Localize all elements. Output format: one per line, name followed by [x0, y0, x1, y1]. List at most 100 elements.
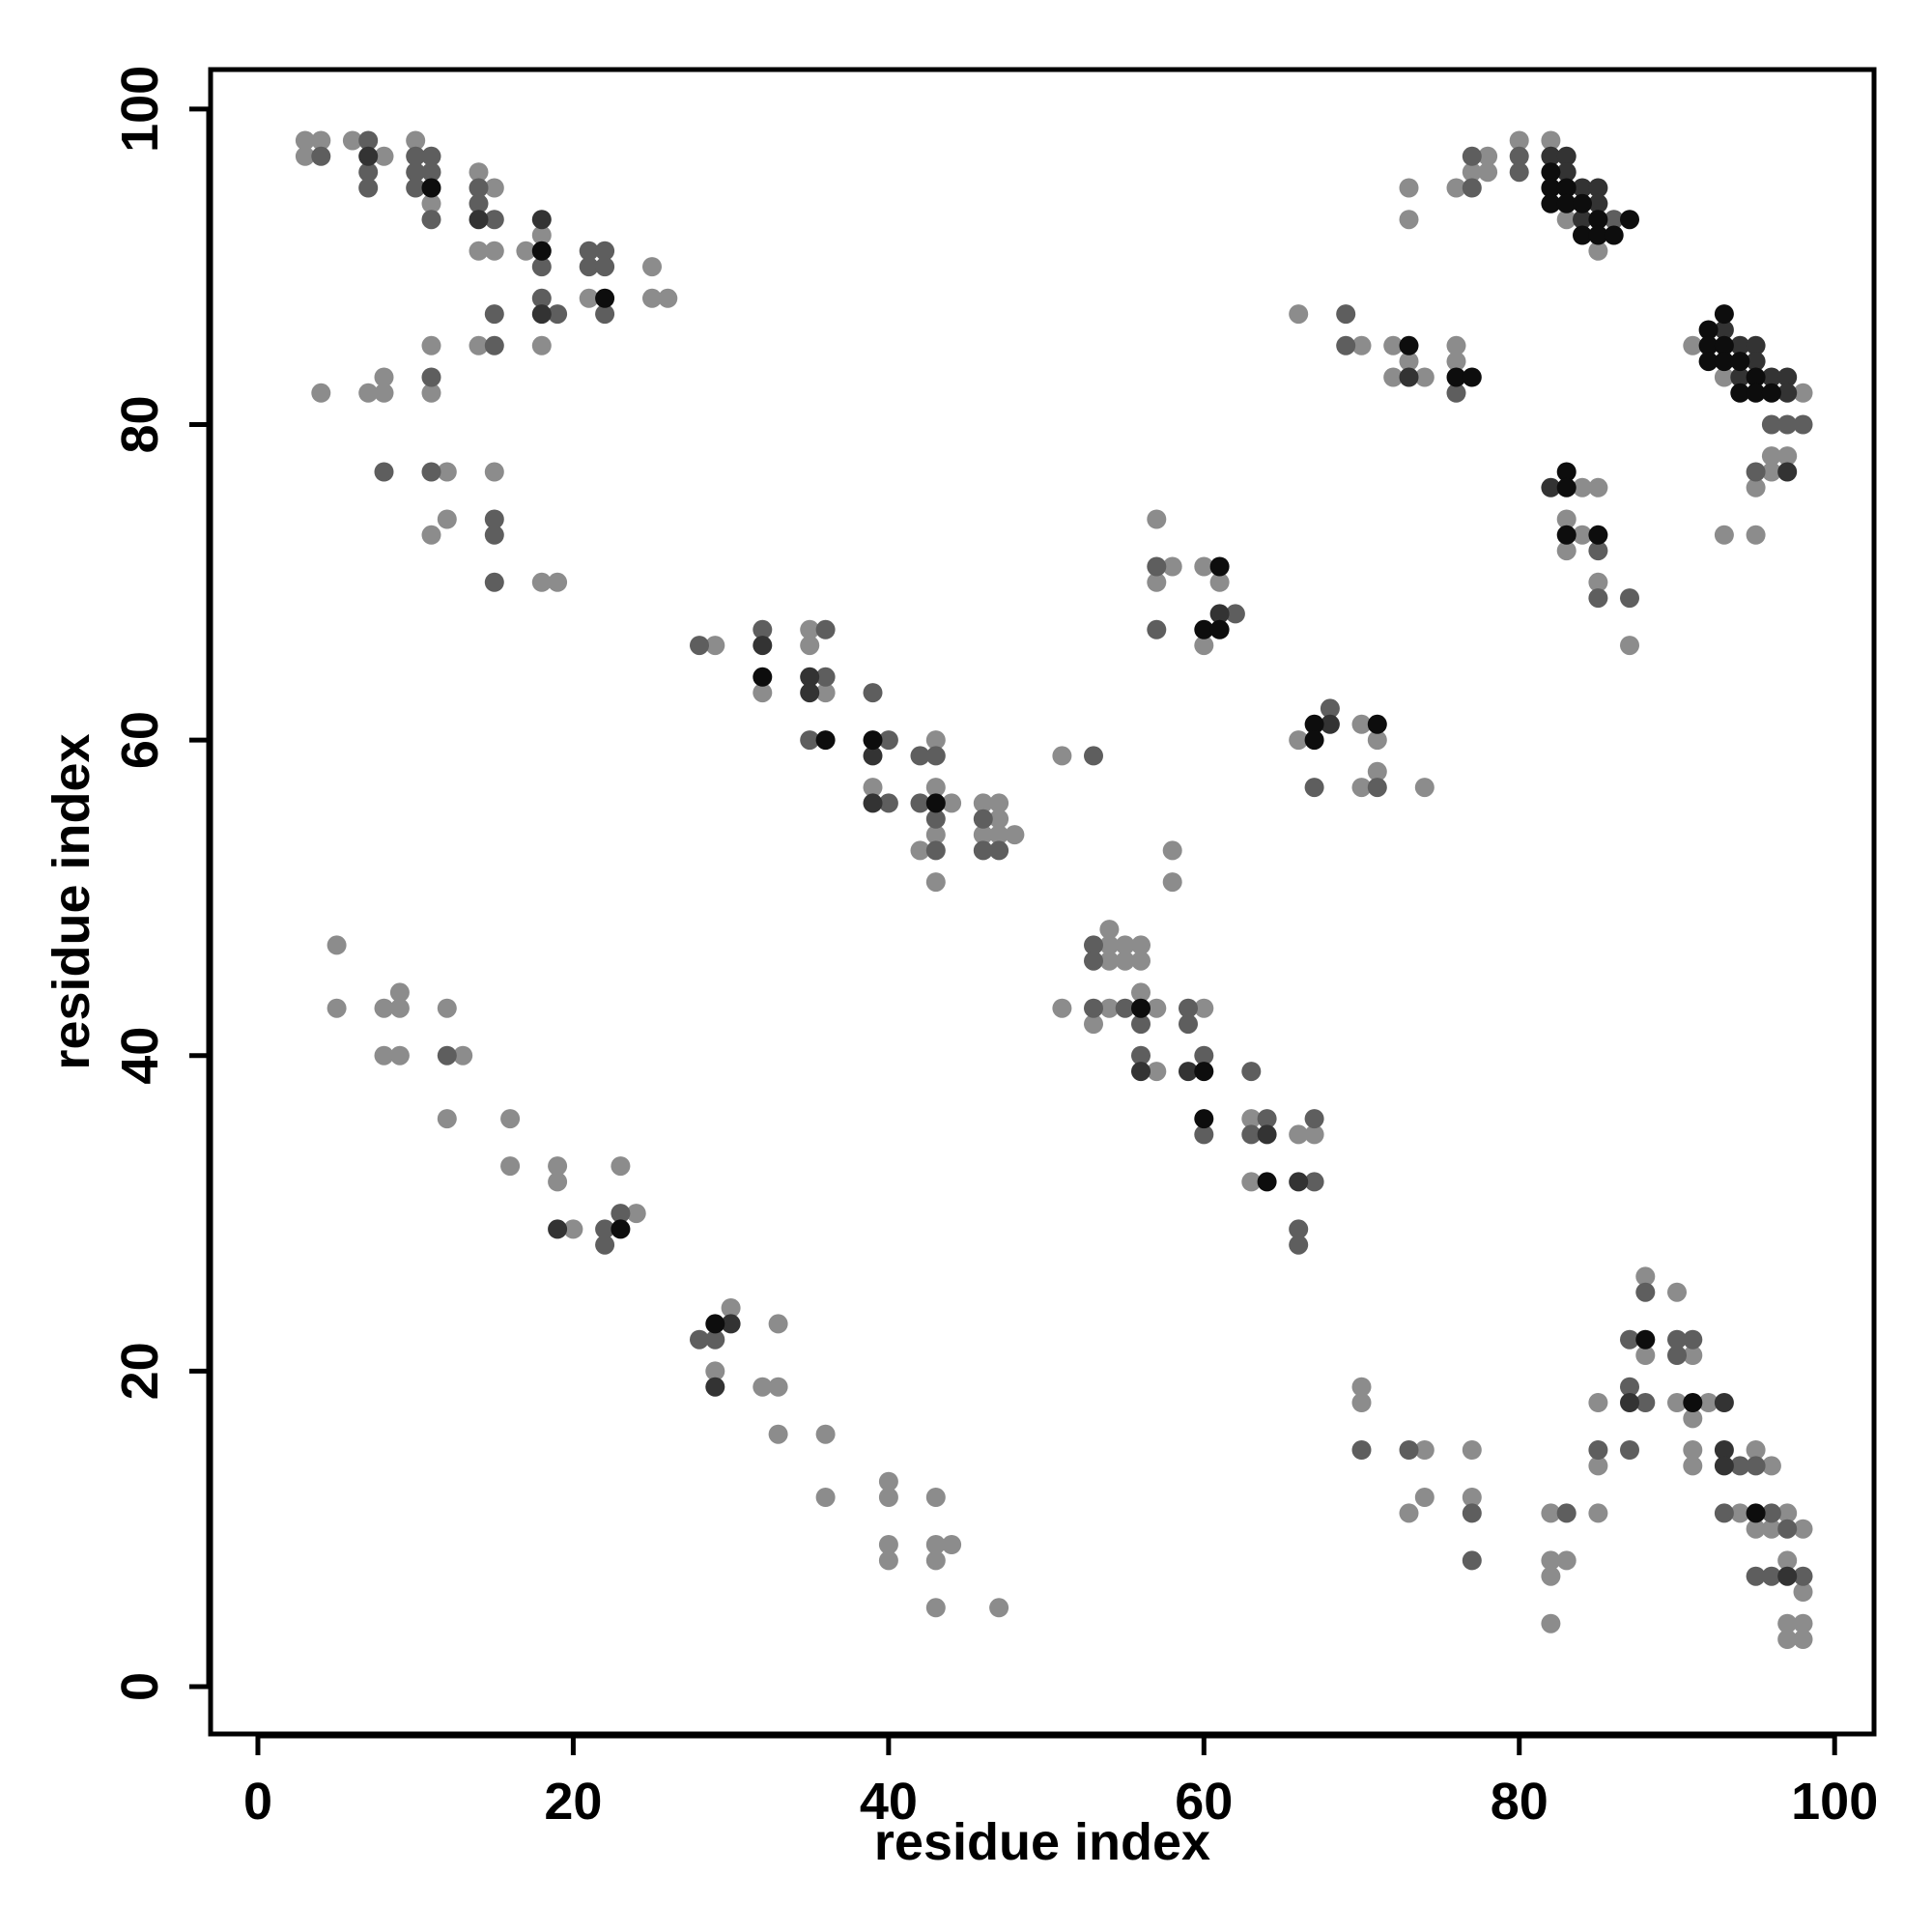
data-point: [705, 1361, 725, 1381]
data-point: [1099, 951, 1120, 971]
data-point: [548, 1219, 568, 1239]
data-point: [925, 1550, 946, 1571]
data-point: [705, 1377, 725, 1397]
data-point: [925, 730, 946, 751]
data-point: [1698, 352, 1719, 372]
data-point: [531, 210, 552, 230]
data-point: [421, 462, 441, 482]
data-point: [469, 162, 489, 183]
data-point: [1761, 1519, 1781, 1539]
data-point: [800, 619, 820, 639]
data-point: [1099, 920, 1120, 940]
data-point: [973, 840, 993, 861]
data-point: [1683, 335, 1703, 355]
data-point: [1698, 1393, 1719, 1412]
data-point: [1194, 1062, 1214, 1082]
data-point: [1414, 367, 1435, 387]
data-point: [1761, 367, 1781, 387]
data-point: [1746, 383, 1766, 403]
data-point: [1714, 335, 1734, 355]
data-point: [1005, 825, 1025, 845]
data-point: [1761, 1503, 1781, 1523]
data-point: [500, 1109, 521, 1129]
data-point: [484, 462, 504, 482]
data-point: [753, 619, 773, 639]
data-point: [1099, 935, 1120, 955]
data-point: [768, 1377, 788, 1397]
data-point: [1084, 746, 1103, 766]
data-point: [1131, 982, 1151, 1003]
data-point: [358, 130, 379, 151]
data-point: [1761, 414, 1781, 435]
data-point: [1147, 556, 1167, 577]
data-point: [1777, 1550, 1798, 1571]
data-point: [1714, 1503, 1734, 1523]
data-point: [705, 636, 725, 656]
data-point: [1289, 304, 1309, 325]
data-point: [1289, 1235, 1309, 1255]
data-point: [437, 462, 457, 482]
data-point: [1761, 383, 1781, 403]
data-point: [626, 1204, 646, 1224]
data-point: [421, 335, 441, 355]
data-point: [1556, 462, 1577, 482]
data-point: [1777, 1630, 1798, 1649]
data-point: [815, 619, 836, 639]
data-point: [721, 1298, 741, 1318]
data-point: [1683, 1393, 1703, 1412]
data-point: [1746, 1456, 1766, 1476]
data-point: [406, 146, 426, 166]
data-point: [1209, 556, 1230, 577]
data-point: [1683, 1440, 1703, 1460]
data-point: [1115, 998, 1135, 1018]
data-point: [1115, 935, 1135, 955]
data-point: [421, 178, 441, 198]
points-layer: [295, 130, 1813, 1649]
data-point: [1320, 698, 1340, 719]
data-point: [327, 935, 347, 955]
data-point: [878, 730, 898, 751]
y-tick-label: 60: [111, 711, 169, 769]
data-point: [800, 667, 820, 687]
data-point: [1556, 541, 1577, 561]
data-point: [1541, 1566, 1561, 1586]
data-point: [1162, 556, 1182, 577]
data-point: [925, 840, 946, 861]
data-point: [1730, 335, 1750, 355]
data-point: [406, 130, 426, 151]
data-point: [1761, 446, 1781, 467]
data-point: [1620, 1393, 1639, 1412]
data-point: [1714, 1440, 1734, 1460]
data-point: [989, 809, 1009, 829]
data-point: [878, 1471, 898, 1492]
data-point: [863, 730, 883, 751]
data-point: [484, 525, 504, 545]
data-point: [1194, 636, 1214, 656]
data-point: [1351, 1393, 1372, 1412]
data-point: [1320, 714, 1340, 734]
data-point: [1257, 1172, 1277, 1192]
data-point: [1462, 367, 1482, 387]
data-point: [611, 1204, 631, 1224]
data-point: [1399, 210, 1419, 230]
data-point: [595, 304, 615, 325]
data-point: [1462, 1440, 1482, 1460]
y-axis-title: residue index: [43, 733, 100, 1069]
data-point: [690, 1329, 709, 1350]
data-point: [484, 509, 504, 529]
data-point: [1367, 761, 1387, 781]
data-point: [1351, 1377, 1372, 1397]
data-point: [1241, 1109, 1262, 1129]
data-point: [942, 793, 962, 813]
data-point: [925, 872, 946, 893]
data-point: [1446, 352, 1466, 372]
data-point: [1777, 462, 1798, 482]
data-point: [1761, 462, 1781, 482]
data-point: [406, 162, 426, 183]
data-point: [1556, 525, 1577, 545]
data-point: [1304, 1109, 1324, 1129]
data-point: [1179, 1014, 1198, 1035]
data-point: [1147, 619, 1167, 639]
data-point: [374, 998, 394, 1018]
